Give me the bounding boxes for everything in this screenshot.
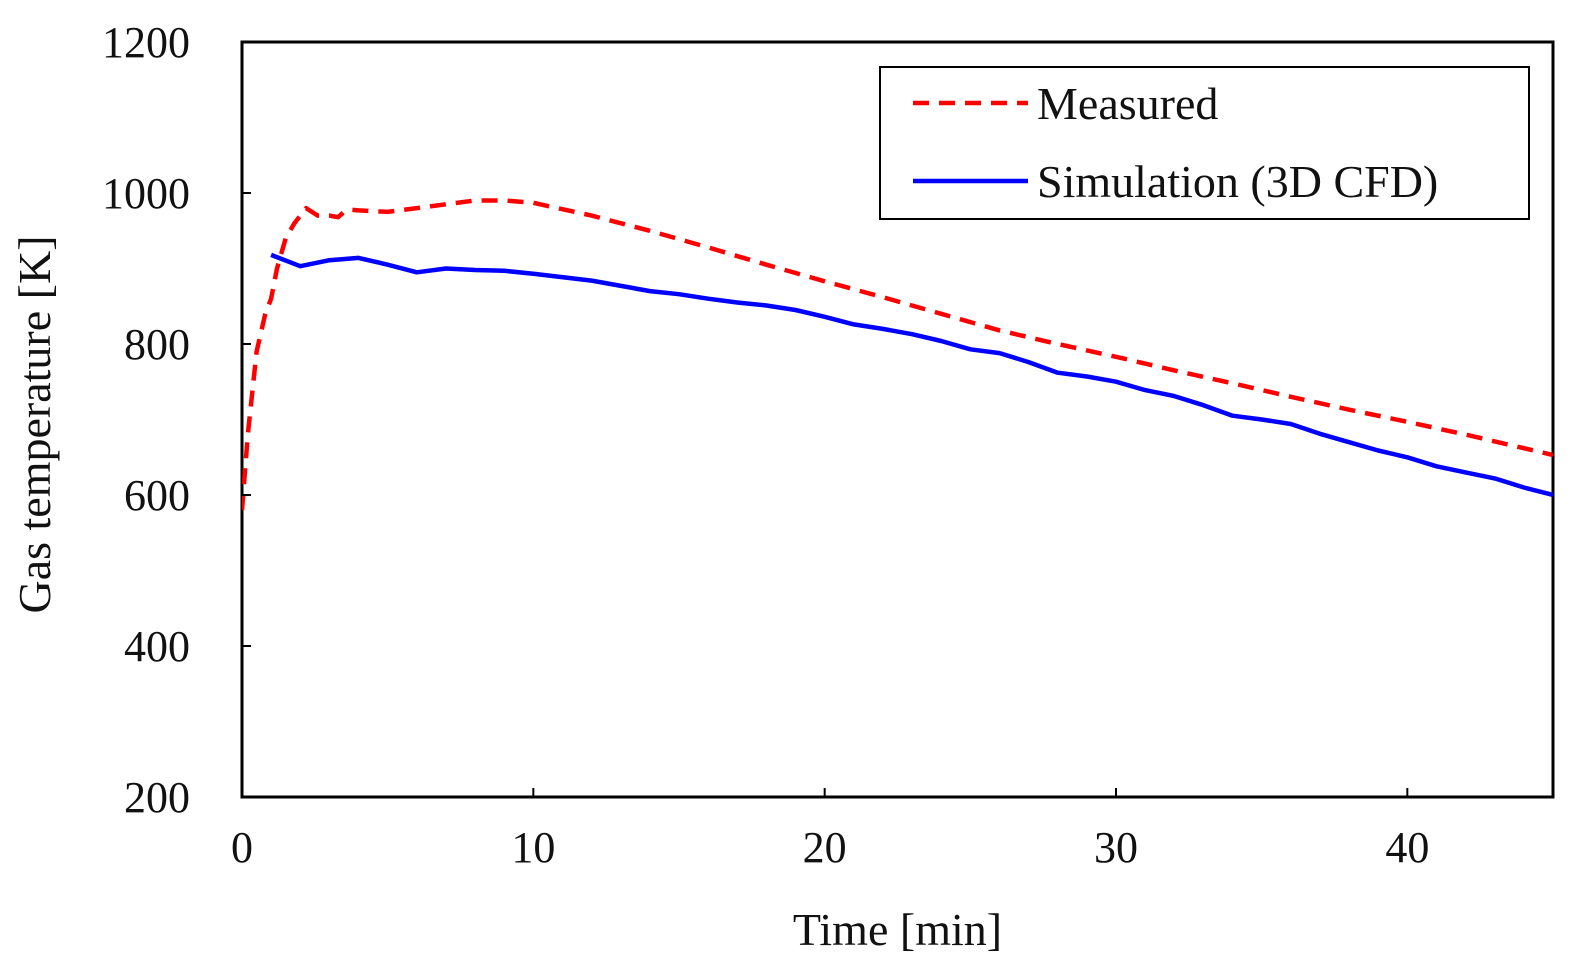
x-tick-label: 20	[803, 823, 847, 872]
plot-frame	[240, 40, 1555, 799]
y-axis-title: Gas temperature [K]	[9, 235, 60, 613]
series-lines	[242, 198, 1553, 511]
series-line-simulation	[270, 252, 1553, 498]
y-tick-label: 800	[124, 320, 190, 369]
axis-ticks: 0 10 20 30 40 200 400 600 800 1000 1200	[102, 18, 1429, 872]
x-axis-title: Time [min]	[793, 904, 1002, 955]
y-tick-label: 600	[124, 471, 190, 520]
y-tick-label: 1200	[102, 18, 190, 67]
y-tick-label: 400	[124, 622, 190, 671]
legend-label-measured: Measured	[1037, 78, 1218, 129]
x-tick-label: 0	[231, 823, 253, 872]
y-tick-label: 200	[124, 773, 190, 822]
y-tick-label: 1000	[102, 169, 190, 218]
x-tick-label: 30	[1094, 823, 1138, 872]
legend-box	[879, 66, 1530, 220]
x-tick-label: 10	[511, 823, 555, 872]
legend-label-simulation: Simulation (3D CFD)	[1037, 156, 1438, 207]
x-tick-label: 40	[1385, 823, 1429, 872]
plot-area-border	[240, 40, 1555, 799]
legend: Measured Simulation (3D CFD)	[879, 66, 1530, 220]
series-line-measured	[242, 198, 1553, 511]
